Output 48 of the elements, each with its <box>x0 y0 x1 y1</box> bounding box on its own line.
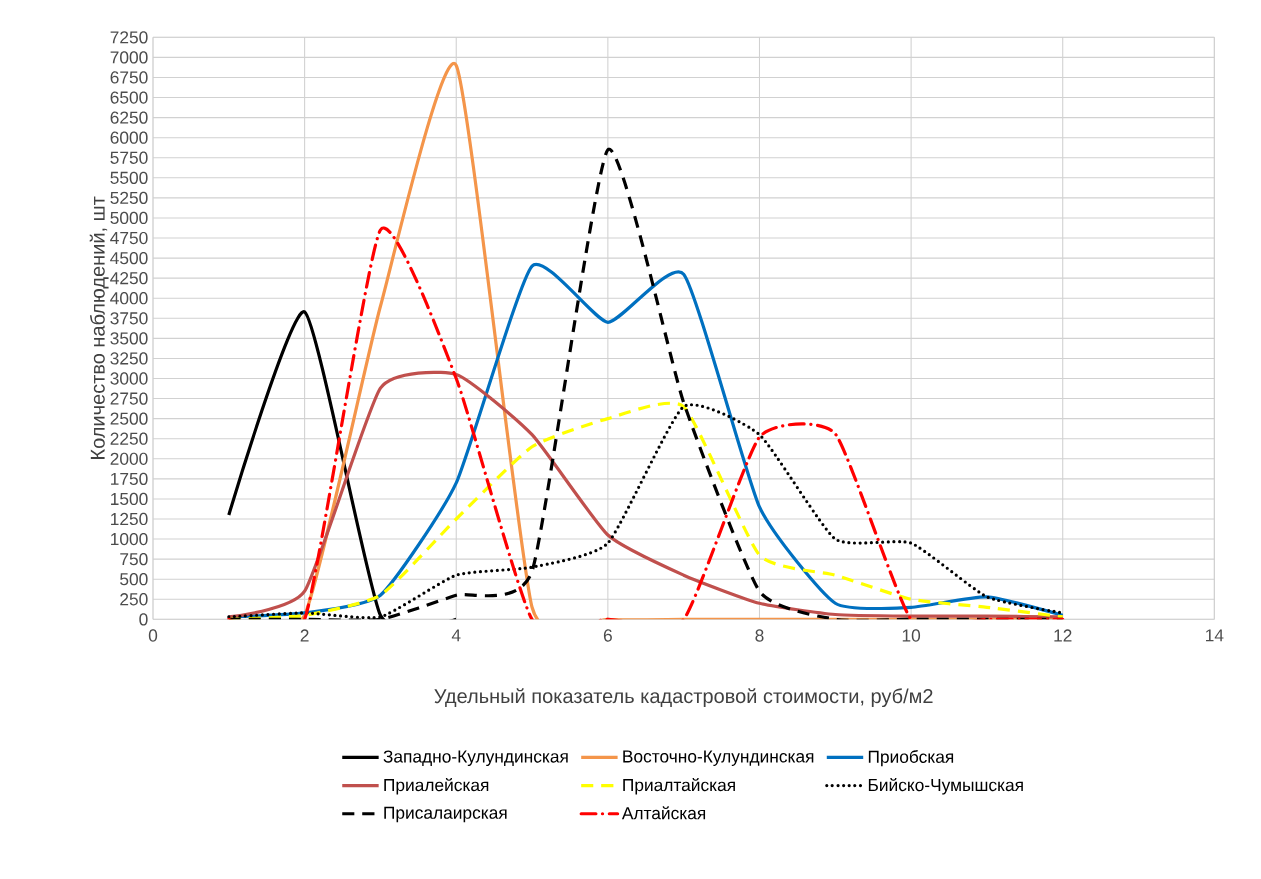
x-tick-label: 8 <box>755 629 764 642</box>
legend-label: Западно-Кулундинская <box>383 750 568 767</box>
y-tick-label: 5750 <box>110 151 148 164</box>
y-tick-label: 6750 <box>110 71 148 84</box>
x-axis-title: Удельный показатель кадастровой стоимости, руб/м2 <box>434 688 933 708</box>
y-tick-label: 4250 <box>110 272 148 285</box>
x-tick-label: 12 <box>1054 629 1072 642</box>
y-tick-label: 5500 <box>110 171 148 184</box>
y-tick-label: 1750 <box>111 472 148 485</box>
y-tick-label: 3500 <box>110 332 148 345</box>
y-tick-label: 6250 <box>110 111 148 124</box>
x-tick-label: 14 <box>1206 629 1224 642</box>
y-tick-label: 3000 <box>110 372 148 385</box>
y-tick-label: 750 <box>120 552 148 566</box>
y-tick-label: 4000 <box>110 292 148 305</box>
legend-label: Восточно-Кулундинская <box>623 750 814 766</box>
y-tick-label: 3750 <box>110 312 148 325</box>
legend-label: Приалтайская <box>623 778 735 795</box>
y-tick-label: 6500 <box>110 91 148 104</box>
y-tick-label: 7250 <box>110 31 148 44</box>
y-tick-label: 0 <box>139 613 148 626</box>
y-tick-label: 2250 <box>110 432 148 445</box>
y-tick-label: 1250 <box>111 512 148 526</box>
x-tick-label: 2 <box>300 629 309 642</box>
y-tick-label: 7000 <box>110 51 148 64</box>
y-tick-label: 1500 <box>111 492 148 506</box>
legend-label: Приалейская <box>384 778 489 795</box>
y-tick-label: 5000 <box>110 211 148 225</box>
y-tick-label: 4750 <box>110 231 148 245</box>
y-tick-label: 5250 <box>110 191 148 205</box>
y-tick-label: 3250 <box>110 352 148 365</box>
legend-label: Присалаирская <box>384 806 507 823</box>
y-tick-label: 1000 <box>111 532 148 546</box>
y-tick-label: 4500 <box>110 251 148 265</box>
legend-label: Алтайская <box>621 806 706 820</box>
x-tick-label: 4 <box>451 629 461 642</box>
x-tick-label: 0 <box>148 629 158 642</box>
legend-label: Приобская <box>868 750 954 767</box>
x-tick-label: 6 <box>603 629 612 642</box>
y-tick-label: 2750 <box>110 392 148 405</box>
y-axis-title: Количество наблюдений, шт <box>89 196 109 459</box>
y-tick-label: 2000 <box>110 452 148 465</box>
legend-label: Бийско-Чумышская <box>868 778 1023 795</box>
y-tick-label: 2500 <box>110 412 148 425</box>
x-tick-label: 10 <box>902 629 921 642</box>
y-tick-label: 250 <box>120 593 148 606</box>
y-tick-label: 6000 <box>110 131 148 144</box>
y-tick-label: 500 <box>120 573 148 586</box>
